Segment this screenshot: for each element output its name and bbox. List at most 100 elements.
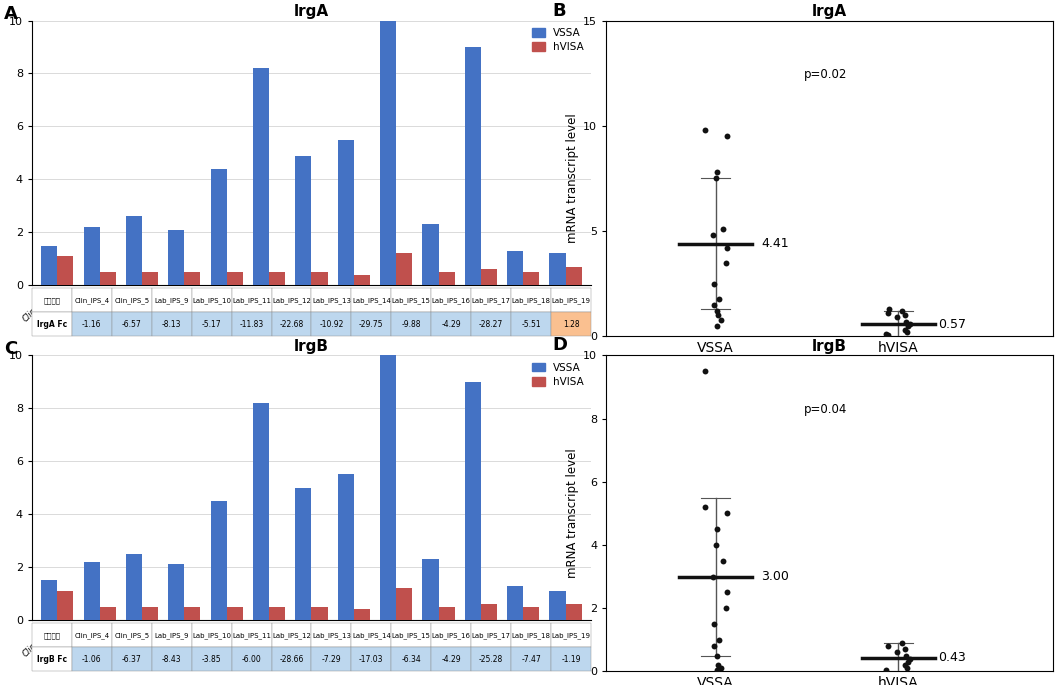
Y-axis label: mRNA transcript level: mRNA transcript level bbox=[566, 114, 579, 243]
Point bbox=[717, 258, 734, 269]
Text: A: A bbox=[4, 5, 18, 23]
Point bbox=[710, 660, 727, 671]
Bar bbox=[126, 554, 142, 620]
Point bbox=[902, 319, 919, 329]
Bar bbox=[422, 224, 438, 285]
Text: 0.43: 0.43 bbox=[938, 651, 966, 664]
Bar bbox=[523, 607, 539, 620]
Bar bbox=[253, 403, 269, 620]
Bar bbox=[465, 382, 481, 620]
Bar bbox=[296, 488, 312, 620]
Point bbox=[894, 306, 911, 316]
Bar bbox=[481, 604, 497, 620]
Point bbox=[711, 634, 728, 645]
Bar bbox=[566, 266, 582, 285]
Point bbox=[705, 619, 722, 630]
Bar bbox=[380, 12, 396, 285]
Bar bbox=[168, 564, 184, 620]
Title: lrgA: lrgA bbox=[294, 4, 329, 19]
Bar bbox=[422, 559, 438, 620]
Bar bbox=[41, 245, 57, 285]
Bar bbox=[184, 607, 200, 620]
Point bbox=[696, 501, 713, 512]
Bar bbox=[481, 269, 497, 285]
Point bbox=[899, 321, 916, 332]
Bar bbox=[354, 610, 370, 620]
Point bbox=[710, 310, 727, 321]
Point bbox=[713, 314, 730, 325]
Bar bbox=[438, 607, 454, 620]
Bar bbox=[549, 253, 566, 285]
Text: B: B bbox=[552, 1, 566, 20]
Y-axis label: mRNA transcript level: mRNA transcript level bbox=[566, 449, 579, 578]
Point bbox=[888, 647, 905, 658]
Bar bbox=[227, 607, 243, 620]
Bar bbox=[396, 588, 412, 620]
Point bbox=[718, 131, 735, 142]
Bar bbox=[84, 227, 100, 285]
Title: lrgB: lrgB bbox=[294, 339, 329, 354]
Bar bbox=[100, 272, 116, 285]
Text: 3.00: 3.00 bbox=[761, 570, 789, 583]
Point bbox=[709, 321, 726, 332]
Bar bbox=[337, 140, 354, 285]
Point bbox=[888, 312, 905, 323]
Title: lrgA: lrgA bbox=[812, 4, 847, 19]
Point bbox=[709, 650, 726, 661]
Bar bbox=[211, 501, 227, 620]
Text: p=0.02: p=0.02 bbox=[803, 68, 847, 81]
Bar bbox=[227, 272, 243, 285]
Point bbox=[880, 640, 897, 651]
Point bbox=[881, 303, 898, 314]
Point bbox=[709, 166, 726, 177]
Point bbox=[894, 637, 911, 648]
Point bbox=[879, 330, 896, 341]
Point bbox=[719, 587, 736, 598]
Bar bbox=[269, 272, 285, 285]
Point bbox=[696, 125, 713, 136]
Point bbox=[715, 223, 732, 234]
Bar bbox=[269, 607, 285, 620]
Legend: VSSA, hVISA: VSSA, hVISA bbox=[530, 26, 586, 54]
Point bbox=[897, 660, 914, 671]
Bar bbox=[566, 604, 582, 620]
Bar bbox=[253, 68, 269, 285]
Bar bbox=[296, 155, 312, 285]
Point bbox=[711, 293, 728, 304]
Bar bbox=[380, 347, 396, 620]
Point bbox=[897, 325, 914, 336]
Point bbox=[704, 571, 721, 582]
Point bbox=[697, 366, 714, 377]
Bar bbox=[184, 272, 200, 285]
Text: C: C bbox=[4, 340, 17, 358]
Text: p=0.04: p=0.04 bbox=[803, 403, 847, 416]
Point bbox=[705, 299, 722, 310]
Point bbox=[898, 662, 915, 673]
Point bbox=[718, 508, 735, 519]
Point bbox=[897, 650, 914, 661]
Legend: VSSA, hVISA: VSSA, hVISA bbox=[530, 360, 586, 389]
Bar bbox=[438, 272, 454, 285]
Bar bbox=[312, 607, 328, 620]
Bar bbox=[57, 591, 73, 620]
Point bbox=[705, 640, 722, 651]
Point bbox=[897, 310, 914, 321]
Bar bbox=[312, 272, 328, 285]
Bar bbox=[354, 275, 370, 285]
Point bbox=[709, 306, 726, 316]
Bar bbox=[41, 580, 57, 620]
Point bbox=[713, 662, 730, 673]
Bar bbox=[465, 47, 481, 285]
Point bbox=[880, 308, 897, 319]
Point bbox=[878, 664, 895, 675]
Bar bbox=[142, 272, 159, 285]
Bar bbox=[126, 216, 142, 285]
Point bbox=[719, 242, 736, 253]
Bar bbox=[549, 591, 566, 620]
Bar bbox=[523, 272, 539, 285]
Text: D: D bbox=[552, 336, 567, 354]
Bar bbox=[508, 586, 523, 620]
Bar bbox=[142, 607, 159, 620]
Point bbox=[715, 556, 732, 566]
Point bbox=[902, 653, 919, 664]
